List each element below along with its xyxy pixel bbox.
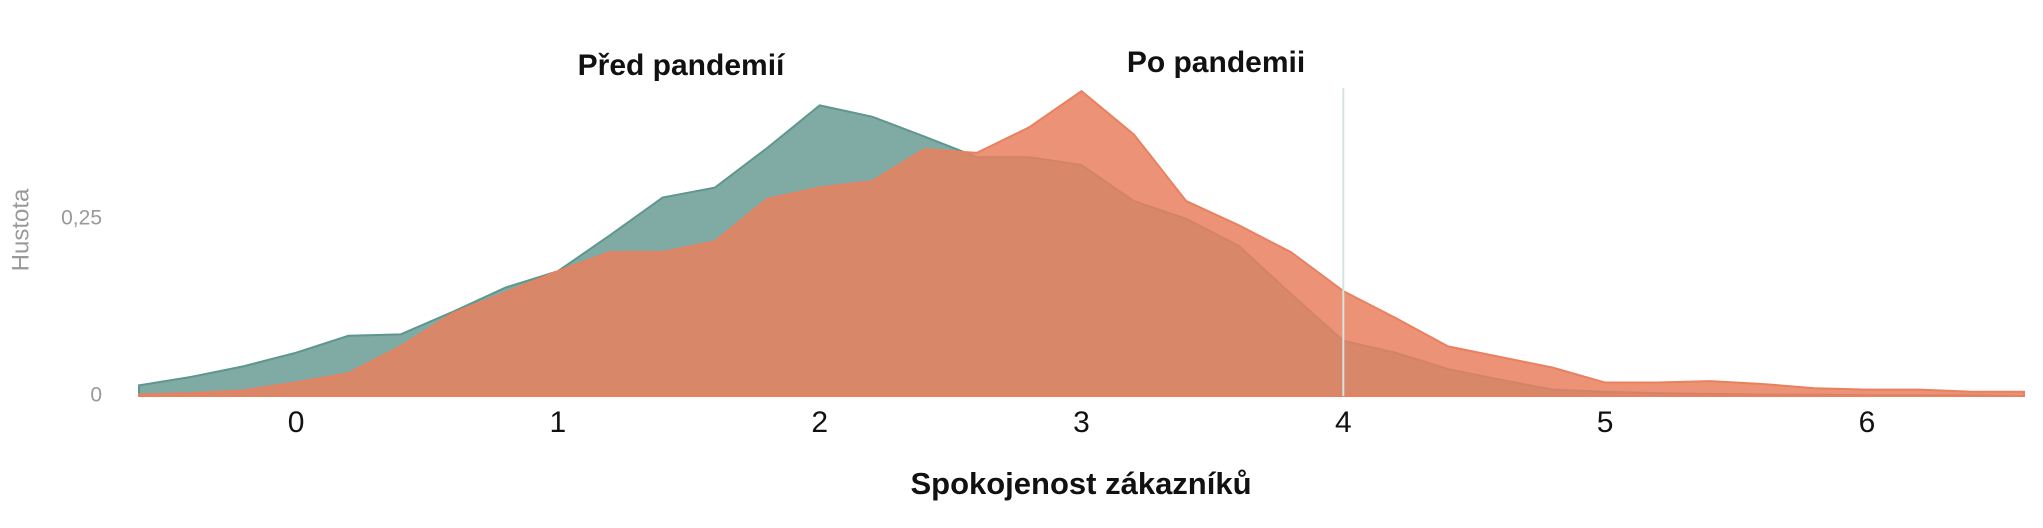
series-label: Po pandemii xyxy=(1127,46,1305,79)
x-tick-label: 5 xyxy=(1597,406,1614,439)
x-tick-label: 1 xyxy=(550,406,567,439)
x-tick-label: 2 xyxy=(811,406,828,439)
y-tick-label: 0,25 xyxy=(61,206,102,229)
x-tick-label: 3 xyxy=(1073,406,1090,439)
y-axis-label: Hustota xyxy=(7,188,34,271)
x-tick-label: 4 xyxy=(1335,406,1352,439)
x-tick-label: 0 xyxy=(288,406,305,439)
density-area xyxy=(138,89,2025,397)
y-tick-label: 0 xyxy=(90,384,102,407)
series-label: Před pandemií xyxy=(578,49,786,82)
x-axis-label: Spokojenost zákazníků xyxy=(910,466,1251,501)
x-tick-label: 6 xyxy=(1859,406,1876,439)
